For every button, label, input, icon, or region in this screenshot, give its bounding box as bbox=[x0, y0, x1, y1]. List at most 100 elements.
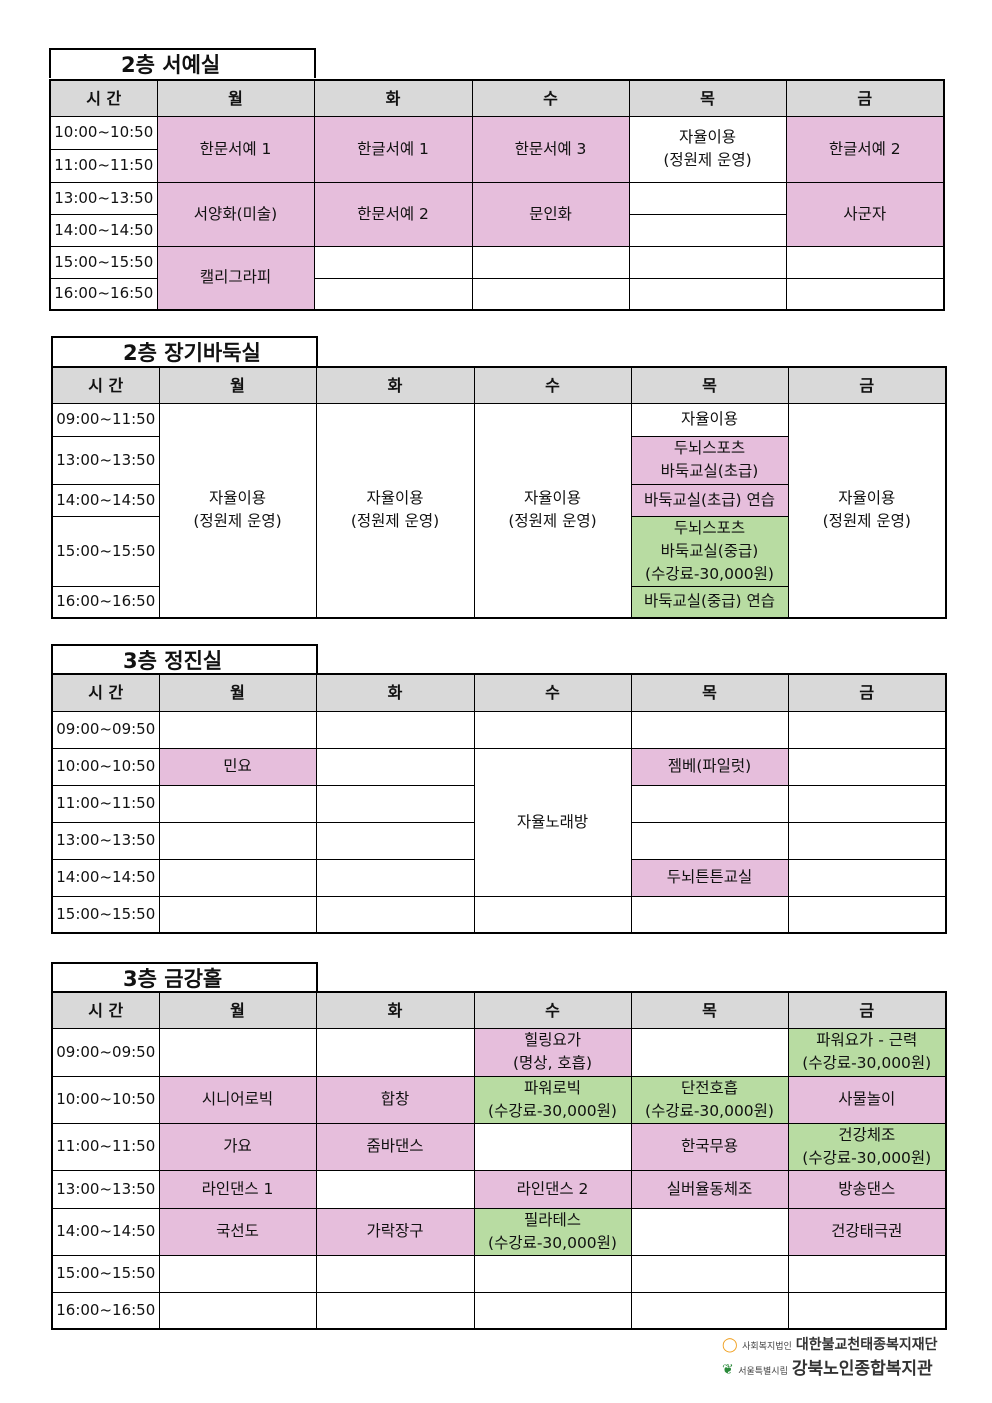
time-slot: 10:00~10:50 bbox=[49, 115, 158, 150]
empty-cell bbox=[630, 1291, 789, 1330]
class-cell: 한문서예 1 bbox=[156, 115, 315, 183]
time-header: 시 간 bbox=[51, 366, 160, 404]
time-slot: 15:00~15:50 bbox=[51, 895, 160, 934]
empty-cell bbox=[315, 1254, 475, 1293]
class-cell: 한글서예 1 bbox=[313, 115, 473, 183]
class-cell: 합창 bbox=[315, 1075, 475, 1124]
class-cell: 사군자 bbox=[785, 181, 945, 247]
day-header: 목 bbox=[630, 673, 789, 712]
table-row: 15:00~15:50 두뇌스포츠 바둑교실(중급) (수강료-30,000원) bbox=[51, 515, 946, 587]
empty-cell bbox=[785, 277, 945, 311]
day-header: 수 bbox=[473, 673, 632, 712]
class-cell: 두뇌튼튼교실 bbox=[630, 858, 789, 897]
time-header: 시 간 bbox=[49, 79, 158, 117]
empty-cell bbox=[787, 1291, 947, 1330]
table-row: 14:00~14:50 바둑교실(초급) 연습 bbox=[51, 483, 946, 517]
class-cell: 바둑교실(초급) 연습 bbox=[630, 483, 789, 517]
empty-cell bbox=[630, 710, 789, 749]
time-slot: 15:00~15:50 bbox=[51, 515, 160, 587]
footer-logo: ◯ 사회복지법인 대한불교천태종복지재단 ❦ 서울특별시립 강북노인종합복지관 bbox=[722, 1334, 938, 1383]
day-header: 금 bbox=[787, 673, 947, 712]
timetable: 시 간 월 화 수 목 금 09:00~09:50 10:00~10:50 민요 자율노래방 젬베(… bbox=[51, 673, 947, 934]
class-cell: 방송댄스 bbox=[787, 1169, 947, 1209]
time-header: 시 간 bbox=[51, 673, 160, 712]
class-cell: 줌바댄스 bbox=[315, 1122, 475, 1171]
empty-cell bbox=[787, 710, 947, 749]
table-row: 10:00~10:50 시니어로빅 합창 파워로빅 (수강료-30,000원) 단전호흡… bbox=[51, 1075, 947, 1124]
empty-cell bbox=[313, 245, 473, 279]
class-cell: 두뇌스포츠 바둑교실(초급) bbox=[630, 435, 789, 485]
class-cell: 힐링요가 (명상, 호흡) bbox=[473, 1027, 632, 1077]
class-cell: 자율이용 (정원제 운영) bbox=[473, 402, 632, 619]
time-slot: 14:00~14:50 bbox=[49, 213, 158, 247]
time-slot: 14:00~14:50 bbox=[51, 1207, 160, 1256]
class-cell: 민요 bbox=[158, 747, 317, 786]
empty-cell bbox=[628, 181, 787, 215]
day-header: 금 bbox=[785, 79, 945, 117]
center-name: 강북노인종합복지관 bbox=[791, 1359, 933, 1379]
empty-cell bbox=[628, 277, 787, 311]
foundation-logo-icon: ◯ bbox=[722, 1337, 738, 1353]
class-cell: 건강체조 (수강료-30,000원) bbox=[787, 1122, 947, 1171]
section-title: 2층 서예실 bbox=[49, 48, 316, 78]
class-cell: 캘리그라피 bbox=[156, 245, 315, 311]
class-cell: 파워요가 - 근력 (수강료-30,000원) bbox=[787, 1027, 947, 1077]
empty-cell bbox=[787, 747, 947, 786]
table-row: 11:00~11:50 bbox=[49, 148, 944, 183]
class-cell: 라인댄스 2 bbox=[473, 1169, 632, 1209]
empty-cell bbox=[787, 1254, 947, 1293]
class-cell: 한문서예 3 bbox=[471, 115, 630, 183]
timetable: 시 간 월 화 수 목 금 09:00~11:50 자율이용 (정원제 운영) 자율이용 (정원… bbox=[51, 366, 947, 619]
empty-cell bbox=[787, 858, 947, 897]
table-row: 16:00~16:50 bbox=[51, 1291, 947, 1330]
empty-cell bbox=[630, 895, 789, 934]
table-row: 10:00~10:50 민요 자율노래방 젬베(파일럿) bbox=[51, 747, 947, 897]
class-cell: 젬베(파일럿) bbox=[630, 747, 789, 786]
day-header: 수 bbox=[473, 366, 632, 404]
empty-cell bbox=[471, 245, 630, 279]
class-cell: 필라테스 (수강료-30,000원) bbox=[473, 1207, 632, 1256]
class-cell: 자율이용 (정원제 운영) bbox=[787, 402, 947, 619]
time-slot: 11:00~11:50 bbox=[49, 148, 158, 183]
footer-label: 사회복지법인 bbox=[742, 1342, 792, 1352]
day-header: 금 bbox=[787, 366, 947, 404]
center-logo-icon: ❦ bbox=[722, 1362, 734, 1378]
day-header: 화 bbox=[315, 366, 475, 404]
empty-cell bbox=[787, 784, 947, 823]
section-title: 3층 정진실 bbox=[51, 644, 318, 674]
table-row: 13:00~13:50 서양화(미술) 한문서예 2 문인화 사군자 bbox=[49, 181, 945, 247]
empty-cell bbox=[158, 1254, 317, 1293]
class-cell: 건강태극권 bbox=[787, 1207, 947, 1256]
empty-cell bbox=[471, 277, 630, 311]
time-slot: 10:00~10:50 bbox=[51, 747, 160, 786]
empty-cell bbox=[473, 1254, 632, 1293]
foundation-name: 대한불교천태종복지재단 bbox=[795, 1337, 938, 1353]
table-row: 16:00~16:50 bbox=[49, 277, 945, 311]
time-slot: 10:00~10:50 bbox=[51, 1075, 160, 1124]
empty-cell bbox=[630, 1254, 789, 1293]
class-cell: 단전호흡 (수강료-30,000원) bbox=[630, 1075, 789, 1124]
class-cell: 한국무용 bbox=[630, 1122, 789, 1171]
class-cell: 실버율동체조 bbox=[630, 1169, 789, 1209]
table-row: 11:00~11:50 가요 줌바댄스 한국무용 건강체조 (수강료-30,000원) bbox=[51, 1122, 947, 1171]
class-cell: 자율노래방 bbox=[473, 747, 632, 897]
day-header: 월 bbox=[158, 366, 317, 404]
empty-cell bbox=[315, 710, 475, 749]
day-header: 화 bbox=[315, 991, 475, 1029]
empty-cell bbox=[787, 821, 947, 860]
empty-cell bbox=[628, 213, 787, 247]
section-title: 3층 금강홀 bbox=[51, 962, 318, 992]
class-cell: 서양화(미술) bbox=[156, 181, 315, 247]
time-slot: 11:00~11:50 bbox=[51, 1122, 160, 1171]
day-header: 목 bbox=[630, 366, 789, 404]
class-cell: 사물놀이 bbox=[787, 1075, 947, 1124]
time-slot: 09:00~09:50 bbox=[51, 710, 160, 749]
timetable: 시 간 월 화 수 목 금 10:00~10:50 한문서예 1 한글서예 1 한문서예 3 자율이… bbox=[49, 79, 945, 311]
time-slot: 13:00~13:50 bbox=[51, 821, 160, 860]
day-header: 화 bbox=[315, 673, 475, 712]
class-cell: 자율이용 bbox=[630, 402, 789, 437]
table-row: 14:00~14:50 bbox=[49, 213, 944, 247]
class-cell: 시니어로빅 bbox=[158, 1075, 317, 1124]
